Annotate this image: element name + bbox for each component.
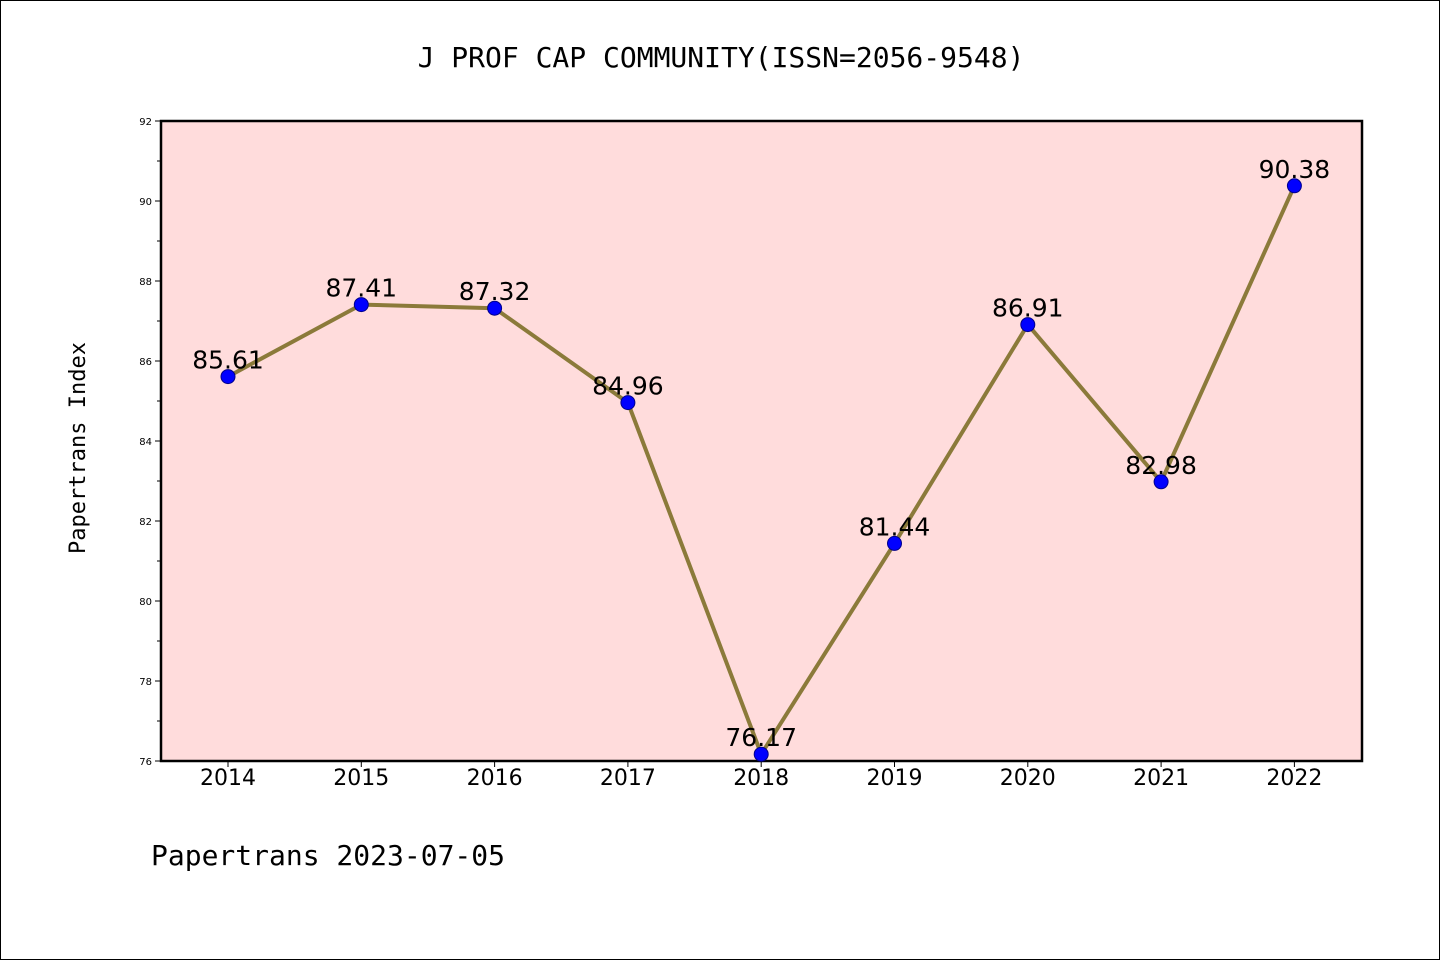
x-tick-label: 2018: [733, 766, 789, 791]
data-point: [887, 535, 902, 551]
x-tick-label: 2014: [200, 766, 256, 791]
data-point: [1020, 317, 1036, 333]
data-point: [1286, 178, 1302, 194]
y-tick-label: 80: [139, 597, 152, 608]
x-tick-label: 2016: [467, 766, 523, 791]
data-label: 87.32: [459, 277, 531, 306]
data-label: 84.96: [592, 372, 664, 401]
x-tick-label: 2022: [1266, 766, 1322, 791]
x-tick-label: 2021: [1133, 766, 1189, 791]
data-point: [753, 746, 769, 762]
x-tick-label: 2020: [1000, 766, 1056, 791]
y-tick-label: 78: [139, 677, 152, 688]
chart-title: J PROF CAP COMMUNITY(ISSN=2056-9548): [418, 41, 1025, 74]
data-label: 85.61: [192, 346, 264, 375]
data-labels: 85.61 87.41 87.32 84.96 76.17 81.44 86.91 82.98…: [192, 155, 1330, 752]
x-axis: 2014 2015 2016 2017 2018 2019 2020 2021 2022: [200, 761, 1322, 791]
data-label: 90.38: [1259, 155, 1331, 184]
x-tick-label: 2017: [600, 766, 656, 791]
data-point: [353, 297, 369, 313]
data-label: 81.44: [859, 512, 931, 541]
y-tick-label: 86: [139, 357, 152, 368]
footer-text: Papertrans 2023-07-05: [151, 839, 505, 872]
data-label: 87.41: [326, 274, 398, 303]
data-point: [620, 395, 636, 411]
y-tick-label: 84: [139, 437, 152, 448]
plot-area: [159, 119, 1364, 763]
x-tick-label: 2015: [333, 766, 389, 791]
y-axis-label: Papertrans Index: [66, 342, 91, 554]
data-point: [487, 300, 503, 316]
data-label: 86.91: [992, 294, 1064, 323]
y-tick-label: 76: [139, 757, 152, 768]
series-line-group: [220, 178, 1302, 762]
data-point: [220, 369, 236, 385]
y-tick-label: 90: [139, 197, 152, 208]
data-label: 76.17: [725, 723, 797, 752]
x-tick-label: 2019: [867, 766, 923, 791]
data-point: [1153, 474, 1169, 490]
y-tick-label: 82: [139, 517, 152, 528]
y-tick-label: 88: [139, 277, 152, 288]
y-tick-label: 92: [139, 117, 152, 128]
data-label: 82.98: [1125, 451, 1197, 480]
y-axis: 76 78 80 82 84 86 88 90 92: [139, 117, 161, 768]
